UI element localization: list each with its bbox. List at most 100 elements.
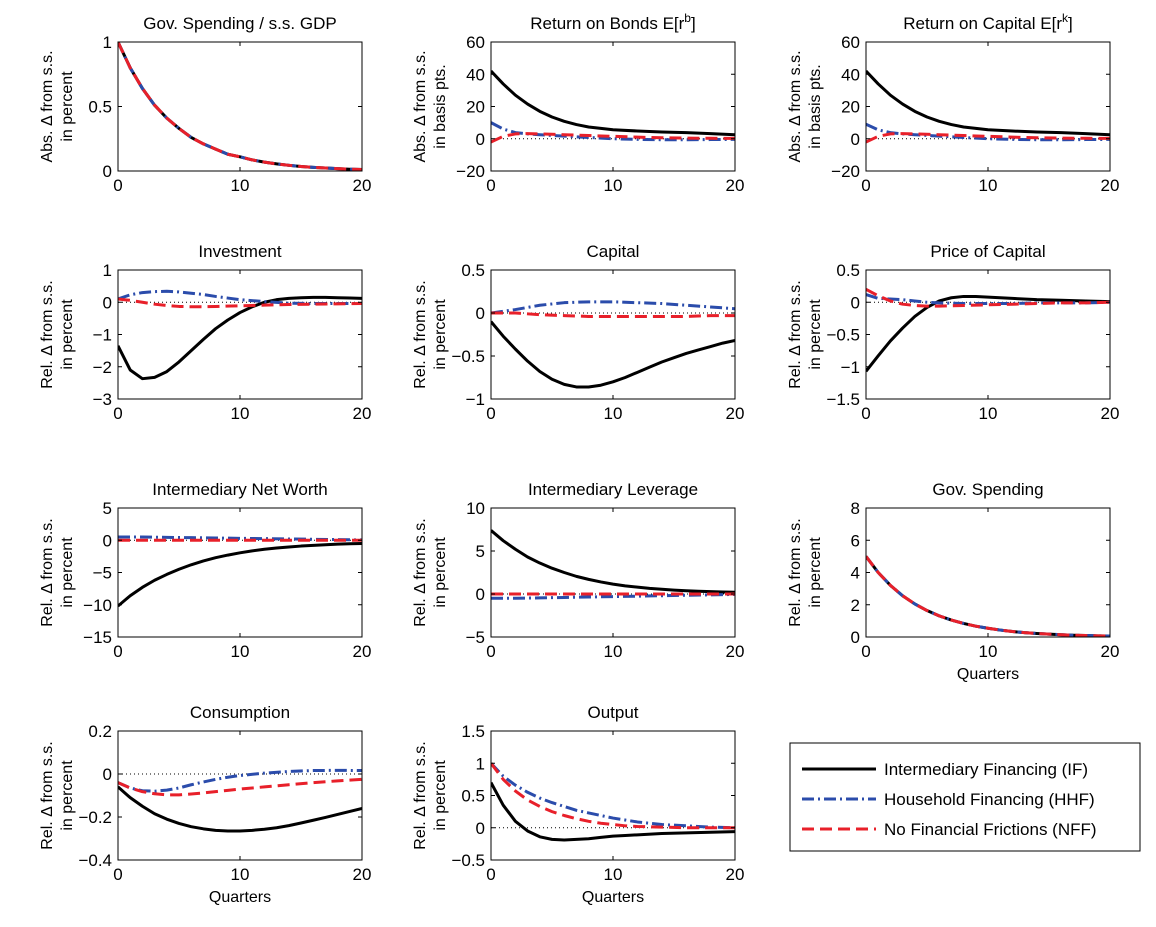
subplot-7: Intermediary Net Worth Rel. Δ from s.s. in… [39, 480, 371, 661]
y-tick-label: 60 [466, 33, 485, 52]
x-tick-label: 0 [861, 404, 870, 423]
y-axis-label-line: Rel. Δ from s.s. [412, 741, 429, 849]
y-tick-label: 0.5 [461, 261, 485, 280]
y-axis-label: Rel. Δ from s.s. in percent [412, 280, 449, 388]
y-axis-label: Rel. Δ from s.s. in percent [39, 518, 76, 626]
y-tick-label: 40 [466, 65, 485, 84]
y-tick-label: 5 [103, 499, 112, 518]
y-tick-label: 20 [466, 98, 485, 117]
axes-box [117, 507, 363, 638]
series-line-nff [866, 555, 1110, 637]
x-tick-label: 0 [113, 404, 122, 423]
series-line-nff [491, 762, 735, 830]
y-axis-label-line: in percent [432, 299, 449, 370]
x-tick-label: 20 [353, 642, 372, 661]
y-axis-label: Rel. Δ from s.s. in percent [787, 518, 824, 626]
subplot-title: Intermediary Leverage [528, 480, 698, 499]
y-tick-label: 0 [851, 293, 860, 312]
y-axis-label-line: Rel. Δ from s.s. [412, 518, 429, 626]
y-axis-label: Rel. Δ from s.s. in percent [787, 280, 824, 388]
y-axis-label-line: in basis pts. [807, 64, 824, 148]
subplot-8: Intermediary Leverage Rel. Δ from s.s. in … [412, 480, 744, 661]
x-tick-label: 0 [486, 404, 495, 423]
y-axis-label-line: Rel. Δ from s.s. [787, 518, 804, 626]
x-tick-label: 10 [604, 176, 623, 195]
y-axis-label-line: in percent [59, 71, 76, 142]
axes-box [117, 269, 363, 400]
x-tick-label: 0 [861, 642, 870, 661]
series-line-if [866, 69, 1110, 137]
axes-box [865, 269, 1111, 400]
x-tick-label: 20 [726, 404, 745, 423]
subplot-title: Consumption [190, 703, 290, 722]
legend-label-nff: No Financial Frictions (NFF) [884, 820, 1097, 839]
y-tick-label: −1 [466, 390, 485, 409]
subplot-title: Investment [198, 242, 281, 261]
series-line-hhf [491, 300, 735, 315]
x-tick-label: 10 [604, 642, 623, 661]
x-tick-label: 10 [979, 176, 998, 195]
y-tick-label: −5 [466, 628, 485, 647]
y-axis-label-line: in percent [59, 760, 76, 831]
series-line-nff [118, 42, 362, 171]
subplot-1: Gov. Spending / s.s. GDP Abs. Δ from s.s.… [39, 14, 371, 195]
x-tick-label: 20 [1101, 176, 1120, 195]
y-tick-label: −0.2 [78, 808, 112, 827]
x-tick-label: 0 [486, 642, 495, 661]
title-bracket: ] [691, 14, 696, 33]
subplot-2: Return on Bonds E[rb] Abs. Δ from s.s. in … [412, 11, 744, 195]
subplot-title: Capital [587, 242, 640, 261]
y-axis-label-line: in percent [807, 299, 824, 370]
y-tick-label: 4 [851, 564, 860, 583]
x-axis-label: Quarters [209, 889, 271, 906]
series-line-if [491, 781, 735, 842]
x-tick-label: 20 [353, 404, 372, 423]
y-axis-label-line: Rel. Δ from s.s. [412, 280, 429, 388]
series-line-nff [491, 132, 735, 144]
y-tick-label: 1 [476, 754, 485, 773]
y-tick-label: 10 [466, 499, 485, 518]
series-line-hhf [491, 762, 735, 830]
x-tick-label: 10 [231, 865, 250, 884]
y-axis-label-line: Rel. Δ from s.s. [39, 280, 56, 388]
y-axis-label-line: Rel. Δ from s.s. [787, 280, 804, 388]
x-tick-label: 10 [979, 404, 998, 423]
series-line-hhf [118, 768, 362, 793]
y-tick-label: −0.5 [451, 851, 485, 870]
y-tick-label: 0 [103, 531, 112, 550]
y-axis-label-line: Abs. Δ from s.s. [787, 50, 804, 162]
subplot-9: Gov. Spending Rel. Δ from s.s. in percent Q… [787, 480, 1119, 683]
subplot-3: Return on Capital E[rk] Abs. Δ from s.s. i… [787, 11, 1119, 195]
series-line-nff [866, 288, 1110, 308]
y-tick-label: 0.5 [836, 261, 860, 280]
x-tick-label: 0 [486, 176, 495, 195]
series-line-if [118, 541, 362, 608]
x-tick-label: 0 [113, 865, 122, 884]
y-tick-label: 0 [851, 130, 860, 149]
y-axis-label: Rel. Δ from s.s. in percent [39, 280, 76, 388]
y-tick-label: −0.5 [826, 326, 860, 345]
x-tick-label: 0 [113, 642, 122, 661]
x-tick-label: 0 [861, 176, 870, 195]
y-tick-label: −1 [841, 358, 860, 377]
y-axis-label-line: Abs. Δ from s.s. [39, 50, 56, 162]
y-tick-label: −20 [456, 162, 485, 181]
y-tick-label: 0 [851, 628, 860, 647]
x-axis-label: Quarters [582, 889, 644, 906]
y-axis-label-line: in percent [59, 537, 76, 608]
series-line-if [118, 295, 362, 381]
y-axis-label: Rel. Δ from s.s. in percent [412, 741, 449, 849]
y-tick-label: 1 [103, 261, 112, 280]
y-axis-label: Rel. Δ from s.s. in percent [39, 741, 76, 849]
x-tick-label: 10 [231, 176, 250, 195]
subplot-6: Price of Capital Rel. Δ from s.s. in perce… [787, 242, 1119, 423]
y-tick-label: 0 [476, 304, 485, 323]
title-bracket: ] [1068, 14, 1073, 33]
series-line-if [491, 529, 735, 594]
axes-box [490, 41, 736, 172]
y-axis-label: Abs. Δ from s.s. in basis pts. [787, 50, 824, 162]
x-tick-label: 0 [486, 865, 495, 884]
series-line-nff [866, 132, 1110, 144]
y-tick-label: 20 [841, 98, 860, 117]
